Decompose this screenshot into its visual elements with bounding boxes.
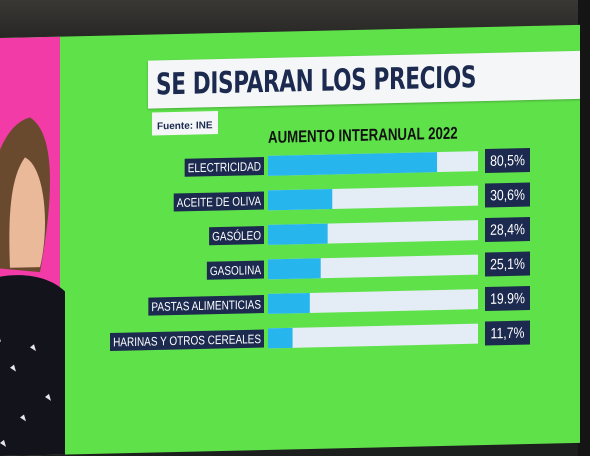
value-label: 28,4% [490, 221, 525, 238]
bar-track [268, 323, 478, 349]
category-label-bg [184, 157, 264, 177]
category-label-bg [148, 295, 264, 316]
bar [268, 223, 328, 245]
category-label-bg [173, 191, 265, 212]
bar [268, 258, 321, 280]
bar [268, 327, 293, 349]
value-label: 25,1% [490, 255, 525, 272]
value-label-bg [485, 251, 530, 277]
broadcast-screen: SE DISPARAN LOS PRECIOS Fuente: INE AUME… [0, 24, 580, 456]
bar [268, 188, 333, 211]
value-label-bg [485, 285, 530, 311]
value-label: 80,5% [490, 152, 525, 169]
value-label-bg [485, 320, 530, 346]
category-label: ELECTRICIDAD [188, 161, 261, 176]
bar-track [268, 289, 478, 314]
value-label-bg [485, 147, 530, 173]
value-label: 19.9% [490, 290, 525, 307]
presenter-figure [0, 117, 65, 456]
category-label: HARINAS Y OTROS CEREALES [113, 333, 261, 350]
category-label-bg [209, 226, 264, 246]
bar-chart: ELECTRICIDAD 80,5% ACEITE DE OLIVA 30,6% GAS… [110, 147, 530, 352]
category-label: PASTAS ALIMENTICIAS [151, 299, 261, 315]
value-label: 30,6% [490, 186, 525, 203]
value-label: 11,7% [491, 324, 525, 341]
bar [268, 152, 438, 176]
category-label-bg [206, 260, 264, 280]
value-label-bg [485, 182, 530, 208]
category-label: GASÓLEO [212, 229, 261, 244]
tv-bezel-right [578, 0, 590, 456]
category-label: ACEITE DE OLIVA [177, 195, 262, 210]
category-label-bg [110, 329, 264, 352]
value-label-bg [485, 216, 530, 242]
bar [268, 292, 310, 314]
category-label: GASOLINA [210, 264, 261, 278]
